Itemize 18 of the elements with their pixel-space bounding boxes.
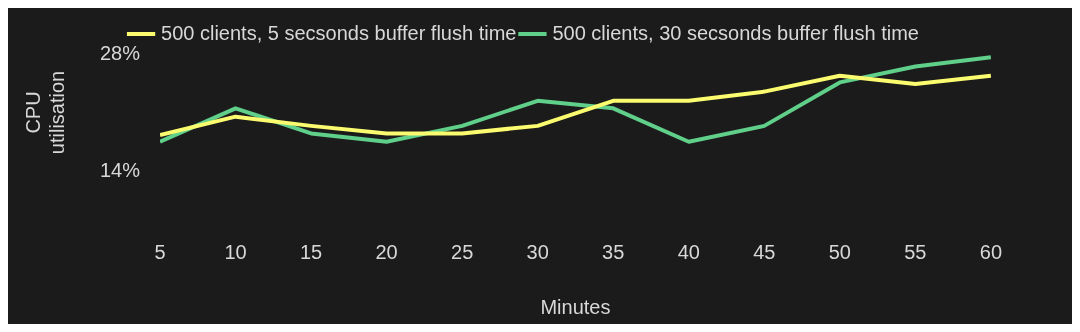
x-tick-label: 40 [677, 240, 700, 263]
x-tick-label: 50 [828, 240, 851, 263]
x-tick-label: 60 [979, 240, 1002, 263]
x-tick-label: 15 [299, 240, 323, 263]
x-tick-label: 20 [375, 240, 398, 263]
x-tick-label: 10 [224, 240, 247, 263]
x-tick-label: 55 [904, 240, 927, 263]
x-tick-label: 45 [753, 240, 776, 263]
x-tick-label: 25 [451, 240, 474, 263]
x-tick-label: 35 [602, 240, 625, 263]
y-tick-label: 28% [100, 41, 141, 64]
x-tick-label: 30 [526, 240, 549, 263]
legend-label: 500 clients, 30 secsonds buffer flush time [552, 21, 919, 44]
x-tick-label: 5 [154, 240, 166, 263]
legend-label: 500 clients, 5 secsonds buffer flush time [161, 21, 517, 44]
x-axis-title: Minutes [540, 295, 611, 318]
y-axis-title: CPU utilisation [21, 70, 68, 155]
y-tick-label: 14% [100, 158, 141, 181]
